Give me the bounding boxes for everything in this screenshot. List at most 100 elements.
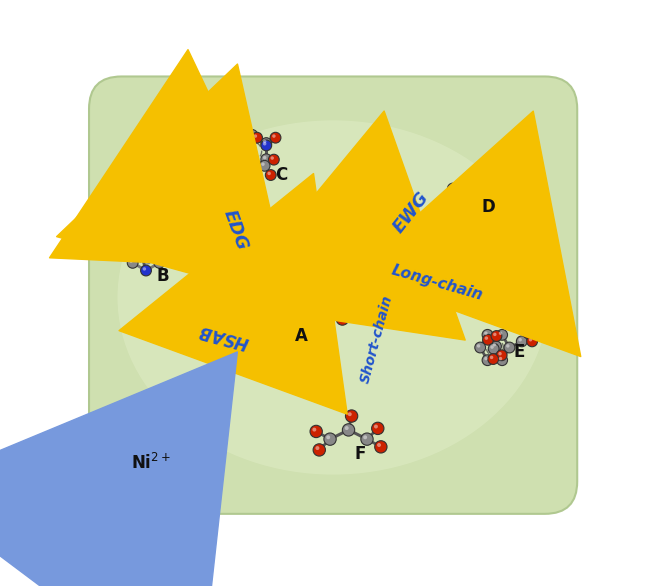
Circle shape [268, 154, 280, 165]
Circle shape [462, 183, 473, 194]
Circle shape [138, 251, 142, 255]
Circle shape [235, 139, 239, 143]
Circle shape [452, 189, 456, 193]
Circle shape [426, 211, 429, 214]
Circle shape [344, 426, 348, 430]
Circle shape [301, 287, 313, 299]
Circle shape [154, 242, 164, 253]
Text: EWG: EWG [389, 188, 432, 236]
Circle shape [293, 288, 306, 301]
Circle shape [351, 308, 355, 311]
Circle shape [374, 441, 387, 453]
Circle shape [140, 234, 151, 245]
Circle shape [442, 198, 446, 202]
Circle shape [244, 156, 255, 166]
Circle shape [247, 130, 257, 141]
Circle shape [318, 281, 322, 285]
Circle shape [270, 132, 281, 143]
Circle shape [218, 138, 231, 151]
Circle shape [313, 428, 317, 431]
Circle shape [426, 218, 436, 229]
Circle shape [490, 356, 493, 359]
Circle shape [152, 404, 171, 422]
Circle shape [339, 315, 343, 319]
Circle shape [135, 249, 148, 261]
Text: Ni$^{2+}$: Ni$^{2+}$ [131, 453, 172, 473]
Circle shape [156, 260, 159, 263]
Circle shape [315, 446, 319, 450]
Text: F: F [355, 445, 366, 463]
Circle shape [156, 244, 159, 247]
Circle shape [295, 291, 300, 295]
Circle shape [474, 342, 486, 353]
Circle shape [490, 345, 494, 349]
Circle shape [127, 257, 138, 268]
Circle shape [450, 207, 462, 218]
Circle shape [485, 336, 488, 340]
Circle shape [142, 243, 144, 246]
Circle shape [261, 138, 272, 148]
Circle shape [452, 197, 463, 208]
Circle shape [233, 154, 244, 165]
Circle shape [142, 267, 146, 271]
Circle shape [496, 350, 507, 360]
Circle shape [460, 205, 470, 215]
Circle shape [313, 444, 326, 456]
Circle shape [176, 432, 181, 438]
Circle shape [361, 433, 373, 445]
Circle shape [450, 210, 453, 214]
Circle shape [440, 196, 451, 207]
Circle shape [174, 431, 193, 450]
Circle shape [497, 355, 508, 366]
Circle shape [254, 134, 257, 138]
Circle shape [247, 162, 257, 173]
Circle shape [484, 357, 488, 360]
Circle shape [499, 357, 502, 360]
Circle shape [434, 212, 445, 222]
Circle shape [493, 191, 503, 202]
Circle shape [249, 164, 252, 168]
Circle shape [330, 287, 343, 299]
Circle shape [486, 198, 489, 202]
Circle shape [336, 313, 348, 325]
Circle shape [263, 156, 266, 159]
Circle shape [488, 353, 499, 364]
Circle shape [516, 336, 527, 347]
Circle shape [142, 236, 146, 240]
Circle shape [263, 142, 266, 145]
Circle shape [326, 435, 330, 440]
Circle shape [491, 331, 502, 342]
Circle shape [491, 341, 501, 352]
Circle shape [447, 183, 458, 194]
Circle shape [471, 198, 475, 202]
Circle shape [220, 141, 224, 145]
Circle shape [267, 172, 271, 175]
Circle shape [484, 196, 494, 207]
Circle shape [272, 134, 276, 138]
Circle shape [436, 214, 439, 217]
Circle shape [504, 342, 515, 353]
Circle shape [301, 304, 313, 316]
Circle shape [482, 335, 493, 345]
Text: B: B [157, 267, 170, 285]
Circle shape [139, 429, 157, 448]
Circle shape [519, 338, 522, 342]
Circle shape [318, 315, 322, 318]
Circle shape [140, 430, 146, 436]
Circle shape [242, 144, 253, 154]
Circle shape [315, 278, 328, 291]
Text: HSAB: HSAB [197, 321, 251, 352]
Circle shape [303, 306, 307, 310]
Circle shape [348, 412, 352, 416]
Circle shape [469, 196, 480, 207]
Text: D: D [482, 198, 495, 216]
Circle shape [482, 329, 493, 340]
Circle shape [285, 287, 289, 291]
Circle shape [345, 410, 358, 422]
Circle shape [127, 242, 138, 253]
Circle shape [129, 246, 132, 249]
Text: Short-chain: Short-chain [359, 294, 396, 385]
Circle shape [282, 284, 294, 297]
Circle shape [497, 329, 508, 340]
Circle shape [154, 257, 164, 268]
